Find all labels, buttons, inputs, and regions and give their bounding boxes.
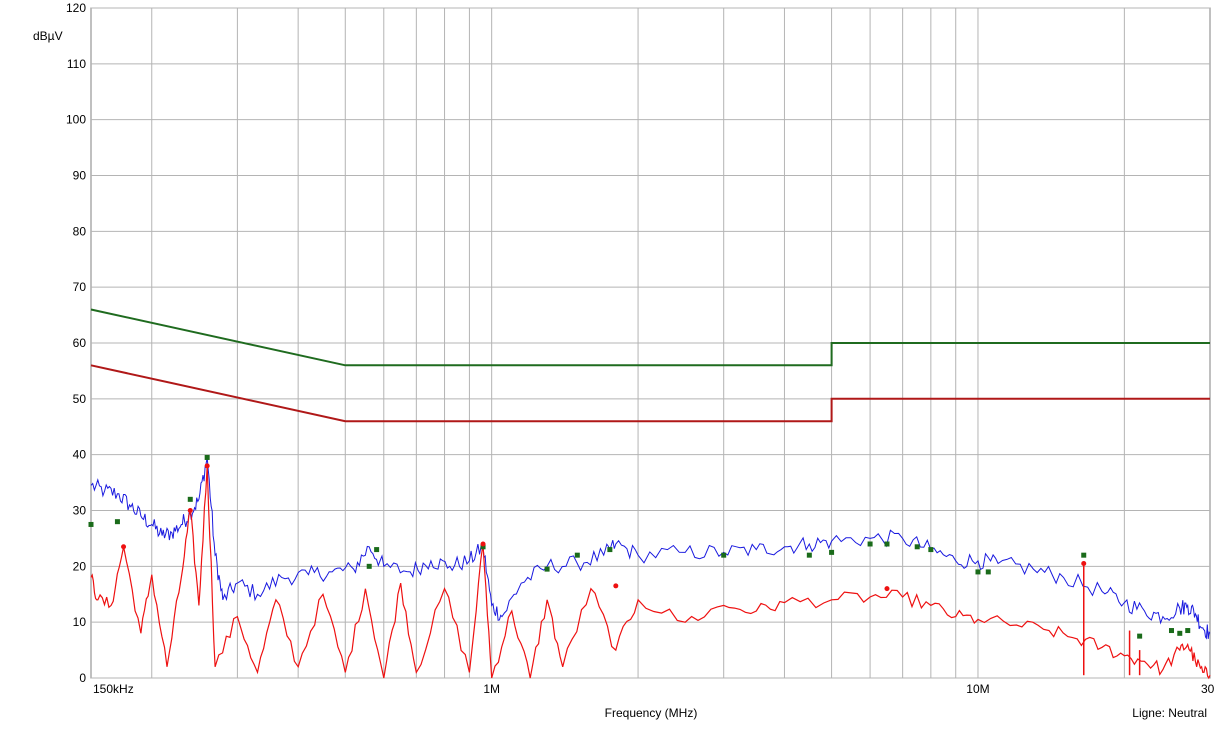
y-tick-label: 80 xyxy=(73,224,87,238)
y-tick-label: 90 xyxy=(73,169,87,183)
qp-marker xyxy=(1177,630,1183,636)
qp-marker xyxy=(114,519,120,525)
qp-marker xyxy=(914,544,920,550)
average-scan-trace xyxy=(90,465,1211,680)
axis-labels: 0 10 20 30 40 50 60 70 80 90 100 110 120 150kHz 1M 10M 3… xyxy=(66,1,1215,696)
qp-marker xyxy=(187,496,193,502)
y-axis-label: dBµV xyxy=(33,29,63,43)
qp-marker xyxy=(544,566,550,572)
marker-points xyxy=(88,454,1191,639)
avg-marker xyxy=(613,583,619,589)
qp-marker xyxy=(1081,552,1087,558)
avg-marker xyxy=(204,463,210,469)
x-axis-label: Frequency (MHz) xyxy=(605,706,698,720)
peak-scan-trace xyxy=(90,457,1211,640)
y-tick-label: 110 xyxy=(67,57,86,71)
qp-marker xyxy=(806,552,812,558)
y-tick-label: 120 xyxy=(66,1,86,15)
x-tick-label: 30MHz xyxy=(1201,682,1215,696)
qp-marker xyxy=(204,454,210,460)
qp-marker xyxy=(1185,628,1191,634)
y-tick-label: 30 xyxy=(73,504,87,518)
scan-traces xyxy=(90,457,1211,680)
qp-marker xyxy=(374,547,380,553)
y-tick-label: 20 xyxy=(73,559,87,573)
x-tick-label: 150kHz xyxy=(93,682,134,696)
line-label: Ligne: Neutral xyxy=(1132,706,1207,720)
qp-marker xyxy=(867,541,873,547)
y-tick-label: 100 xyxy=(66,113,86,127)
qp-marker xyxy=(975,569,981,575)
y-tick-label: 0 xyxy=(79,671,86,685)
avg-marker xyxy=(187,508,193,513)
y-tick-label: 70 xyxy=(73,280,87,294)
qp-marker xyxy=(721,552,727,558)
qp-marker xyxy=(480,544,486,550)
x-tick-label: 1M xyxy=(483,682,500,696)
avg-marker xyxy=(884,586,890,592)
y-tick-label: 60 xyxy=(73,336,87,350)
qp-marker xyxy=(574,552,580,558)
qp-marker xyxy=(829,549,835,555)
avg-marker xyxy=(1081,561,1087,567)
x-tick-label: 10M xyxy=(966,682,989,696)
y-tick-label: 50 xyxy=(73,392,87,406)
y-tick-label: 40 xyxy=(73,448,87,462)
qp-marker xyxy=(928,547,934,553)
limit-lines xyxy=(90,308,1210,423)
qp-marker xyxy=(1137,633,1143,639)
qp-marker xyxy=(88,521,94,527)
qp-marker xyxy=(1168,628,1174,634)
qp-marker xyxy=(884,541,890,547)
qp-marker xyxy=(607,547,613,553)
y-tick-label: 10 xyxy=(73,615,87,629)
qp-marker xyxy=(985,569,991,575)
avg-marker xyxy=(121,544,127,550)
avg-marker xyxy=(480,541,486,547)
qp-marker xyxy=(366,563,372,569)
limit-line-qp xyxy=(90,308,1210,367)
limit-line-avg xyxy=(90,364,1210,423)
